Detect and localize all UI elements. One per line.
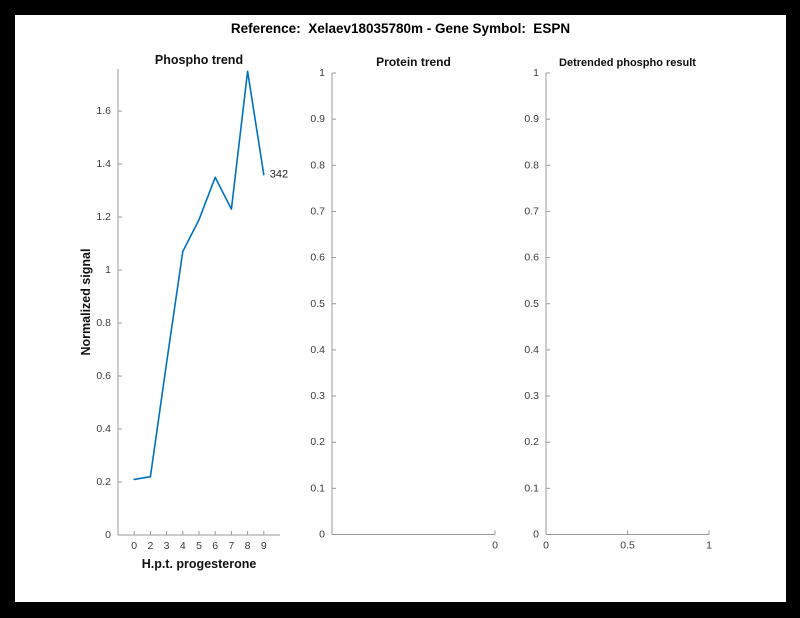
detrended-phospho-title: Detrended phospho result — [559, 57, 696, 69]
y-tick-label: 0.3 — [524, 390, 539, 402]
phospho-yaxis-label: Normalized signal — [79, 248, 93, 356]
y-tick-label: 0.6 — [96, 370, 111, 382]
y-tick-label: 0.1 — [524, 482, 539, 494]
x-tick-label: 5 — [196, 540, 202, 552]
y-tick-label: 0.8 — [524, 159, 539, 171]
trend-line — [133, 70, 265, 481]
x-tick-label: 0.5 — [620, 540, 635, 552]
x-tick-label: 0 — [543, 540, 549, 552]
y-tick-label: 0.7 — [310, 205, 325, 217]
phospho-trend-chart: 00.20.40.60.811.21.41.60 2 3 4 5 6 7 8 9 — [96, 68, 280, 552]
x-tick-label: 9 — [261, 540, 267, 552]
y-tick-label: 0.4 — [524, 344, 539, 356]
y-tick-label: 0.6 — [524, 252, 539, 264]
y-tick-label: 1.6 — [96, 105, 111, 117]
y-tick-label: 0 — [319, 529, 325, 541]
x-tick-label: 7 — [228, 540, 234, 552]
y-tick-label: 0 — [533, 529, 539, 541]
y-tick-label: 0.8 — [310, 159, 325, 171]
y-tick-label: 0.8 — [96, 317, 111, 329]
x-tick-label: 4 — [180, 540, 186, 552]
x-tick-label: 3 — [164, 540, 170, 552]
y-tick-label: 0.4 — [96, 423, 111, 435]
y-tick-label: 0.9 — [310, 113, 325, 125]
phospho-xaxis-label: H.p.t. progesterone — [141, 557, 257, 571]
figure-canvas — [15, 15, 786, 602]
y-tick-label: 0 — [105, 529, 111, 541]
x-tick-label: 0 — [492, 540, 498, 552]
y-tick-label: 0.6 — [310, 252, 325, 264]
y-tick-label: 0.9 — [524, 113, 539, 125]
y-tick-label: 0.4 — [310, 344, 325, 356]
y-tick-label: 0.7 — [524, 205, 539, 217]
x-tick-label: 1 — [706, 540, 712, 552]
y-tick-label: 1 — [319, 67, 325, 79]
y-tick-label: 0.1 — [310, 482, 325, 494]
protein-trend-chart: 0 0.1 0.2 0.3 0.4 0.5 0.6 0.7 0.8 0.9 1 0 — [310, 67, 498, 552]
y-tick-label: 0.2 — [524, 436, 539, 448]
figure-title: Reference: Xelaev18035780m - Gene Symbol… — [230, 21, 571, 36]
y-tick-label: 1.4 — [96, 158, 111, 170]
y-tick-label: 0.2 — [310, 436, 325, 448]
x-tick-label: 8 — [245, 540, 251, 552]
y-tick-label: 1.2 — [96, 211, 111, 223]
x-tick-label: 6 — [212, 540, 218, 552]
detrended-phospho-chart: 0 0.1 0.2 0.3 0.4 0.5 0.6 0.7 0.8 0.9 1 0 0.5 1 — [524, 67, 712, 552]
phospho-trend-title: Phospho trend — [154, 53, 244, 67]
y-tick-label: 0.2 — [96, 476, 111, 488]
end-value-annotation: 342 — [270, 169, 288, 181]
y-tick-label: 1 — [533, 67, 539, 79]
y-tick-label: 0.3 — [310, 390, 325, 402]
protein-trend-title: Protein trend — [376, 55, 451, 69]
x-tick-label: 0 — [131, 540, 137, 552]
y-tick-label: 0.5 — [524, 298, 539, 310]
y-tick-label: 1 — [105, 264, 111, 276]
y-tick-label: 0.5 — [310, 298, 325, 310]
x-tick-label: 2 — [147, 540, 153, 552]
